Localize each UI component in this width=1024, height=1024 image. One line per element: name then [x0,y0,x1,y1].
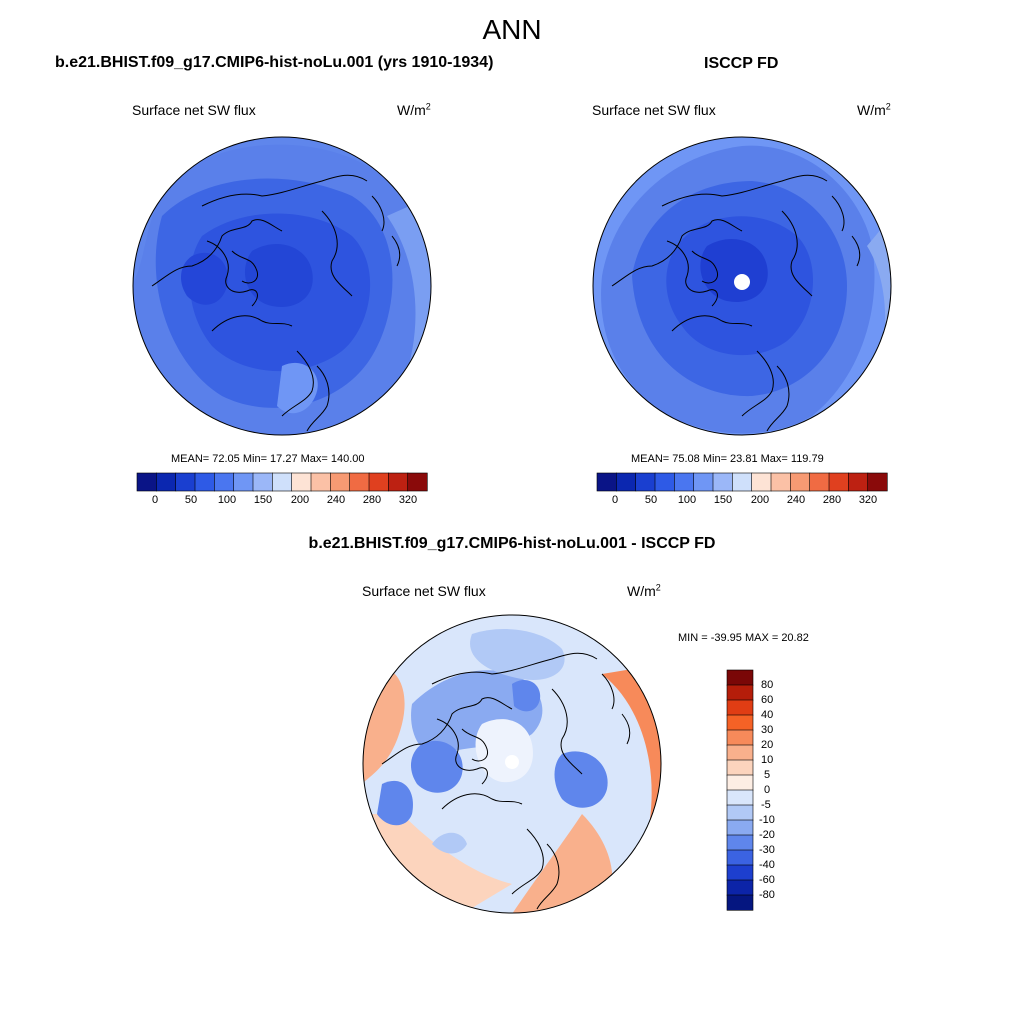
colorbar-box [291,472,312,492]
colorbar-box [726,864,754,881]
obs-polar-map [592,136,892,436]
colorbar-box [674,472,695,492]
cbar-tick: 40 [761,709,774,721]
diff-run-title: b.e21.BHIST.f09_g17.CMIP6-hist-noLu.001 … [308,535,716,552]
model-variable-label: Surface net SW flux [132,102,256,118]
colorbar-box [272,472,293,492]
model-stats: MEAN= 72.05 Min= 17.27 Max= 140.00 [171,453,365,465]
obs-run-title: ISCCP FD [704,55,779,72]
colorbar-box [136,472,157,492]
cbar-tick: 320 [398,494,418,506]
colorbar-box [726,699,754,716]
colorbar-box [726,759,754,776]
colorbar-box [732,472,753,492]
diff-variable-label: Surface net SW flux [362,583,486,599]
colorbar-box [726,789,754,806]
cbar-tick: 280 [822,494,842,506]
diff-colorbar-ticks: 80 60 40 30 20 10 5 0 -5 -10 -20 -30 -40… [759,0,819,1024]
colorbar-box [616,472,637,492]
obs-colorbar-ticks: 0 50 100 150 200 240 280 320 [0,494,1024,508]
colorbar-box [726,729,754,746]
colorbar-box [726,894,754,911]
cbar-tick: 50 [184,494,198,506]
diff-colorbar [726,669,754,911]
colorbar-box [596,472,617,492]
colorbar-box [726,834,754,851]
colorbar-box [252,472,273,492]
colorbar-box [726,744,754,761]
diff-units-label: W/m2 [627,582,661,599]
obs-variable-label: Surface net SW flux [592,102,716,118]
cbar-tick: 0 [611,494,619,506]
cbar-tick: 100 [677,494,697,506]
cbar-tick: 150 [253,494,273,506]
colorbar-box [726,669,754,686]
cbar-tick: -80 [759,889,775,901]
colorbar-box [407,472,428,492]
colorbar-box [654,472,675,492]
colorbar-box [349,472,370,492]
cbar-tick: 30 [761,724,774,736]
colorbar-box [310,472,331,492]
colorbar-box [712,472,733,492]
cbar-tick: 100 [217,494,237,506]
figure-title: ANN [482,14,542,45]
cbar-tick: 10 [761,754,774,766]
cbar-tick: -60 [759,874,775,886]
cbar-tick: 20 [761,739,774,751]
cbar-tick: 50 [644,494,658,506]
colorbar-box [388,472,409,492]
cbar-tick: 5 [764,769,771,781]
cbar-tick: 60 [761,694,774,706]
colorbar-box [726,879,754,896]
obs-units-label: W/m2 [857,101,891,118]
cbar-tick: -5 [761,799,771,811]
cbar-tick: 150 [713,494,733,506]
cbar-tick: 240 [326,494,346,506]
colorbar-box [726,819,754,836]
colorbar-box [726,849,754,866]
diff-polar-map [362,614,662,914]
colorbar-box [156,472,177,492]
model-colorbar [136,472,428,492]
cbar-tick: -30 [759,844,775,856]
model-units-label: W/m2 [397,101,431,118]
colorbar-box [726,774,754,791]
obs-colorbar [596,472,888,492]
cbar-tick: 200 [290,494,310,506]
cbar-tick: 200 [750,494,770,506]
colorbar-box [330,472,351,492]
colorbar-box [635,472,656,492]
model-polar-map [132,136,432,436]
colorbar-box [848,472,869,492]
cbar-tick: -20 [759,829,775,841]
cbar-tick: 80 [761,679,774,691]
cbar-tick: 240 [786,494,806,506]
colorbar-box [368,472,389,492]
colorbar-box [175,472,196,492]
colorbar-box [726,714,754,731]
cbar-tick: -10 [759,814,775,826]
colorbar-box [867,472,888,492]
obs-stats: MEAN= 75.08 Min= 23.81 Max= 119.79 [631,453,824,465]
cbar-tick: 0 [764,784,771,796]
colorbar-box [233,472,254,492]
model-run-title: b.e21.BHIST.f09_g17.CMIP6-hist-noLu.001 … [55,54,494,71]
cbar-tick: -40 [759,859,775,871]
colorbar-box [194,472,215,492]
cbar-tick: 280 [362,494,382,506]
colorbar-box [726,684,754,701]
colorbar-box [693,472,714,492]
colorbar-box [214,472,235,492]
model-colorbar-ticks: 0 50 100 150 200 240 280 320 [0,494,1024,508]
diff-stats: MIN = -39.95 MAX = 20.82 [678,632,809,644]
colorbar-box [726,804,754,821]
colorbar-box [828,472,849,492]
cbar-tick: 320 [858,494,878,506]
cbar-tick: 0 [151,494,159,506]
